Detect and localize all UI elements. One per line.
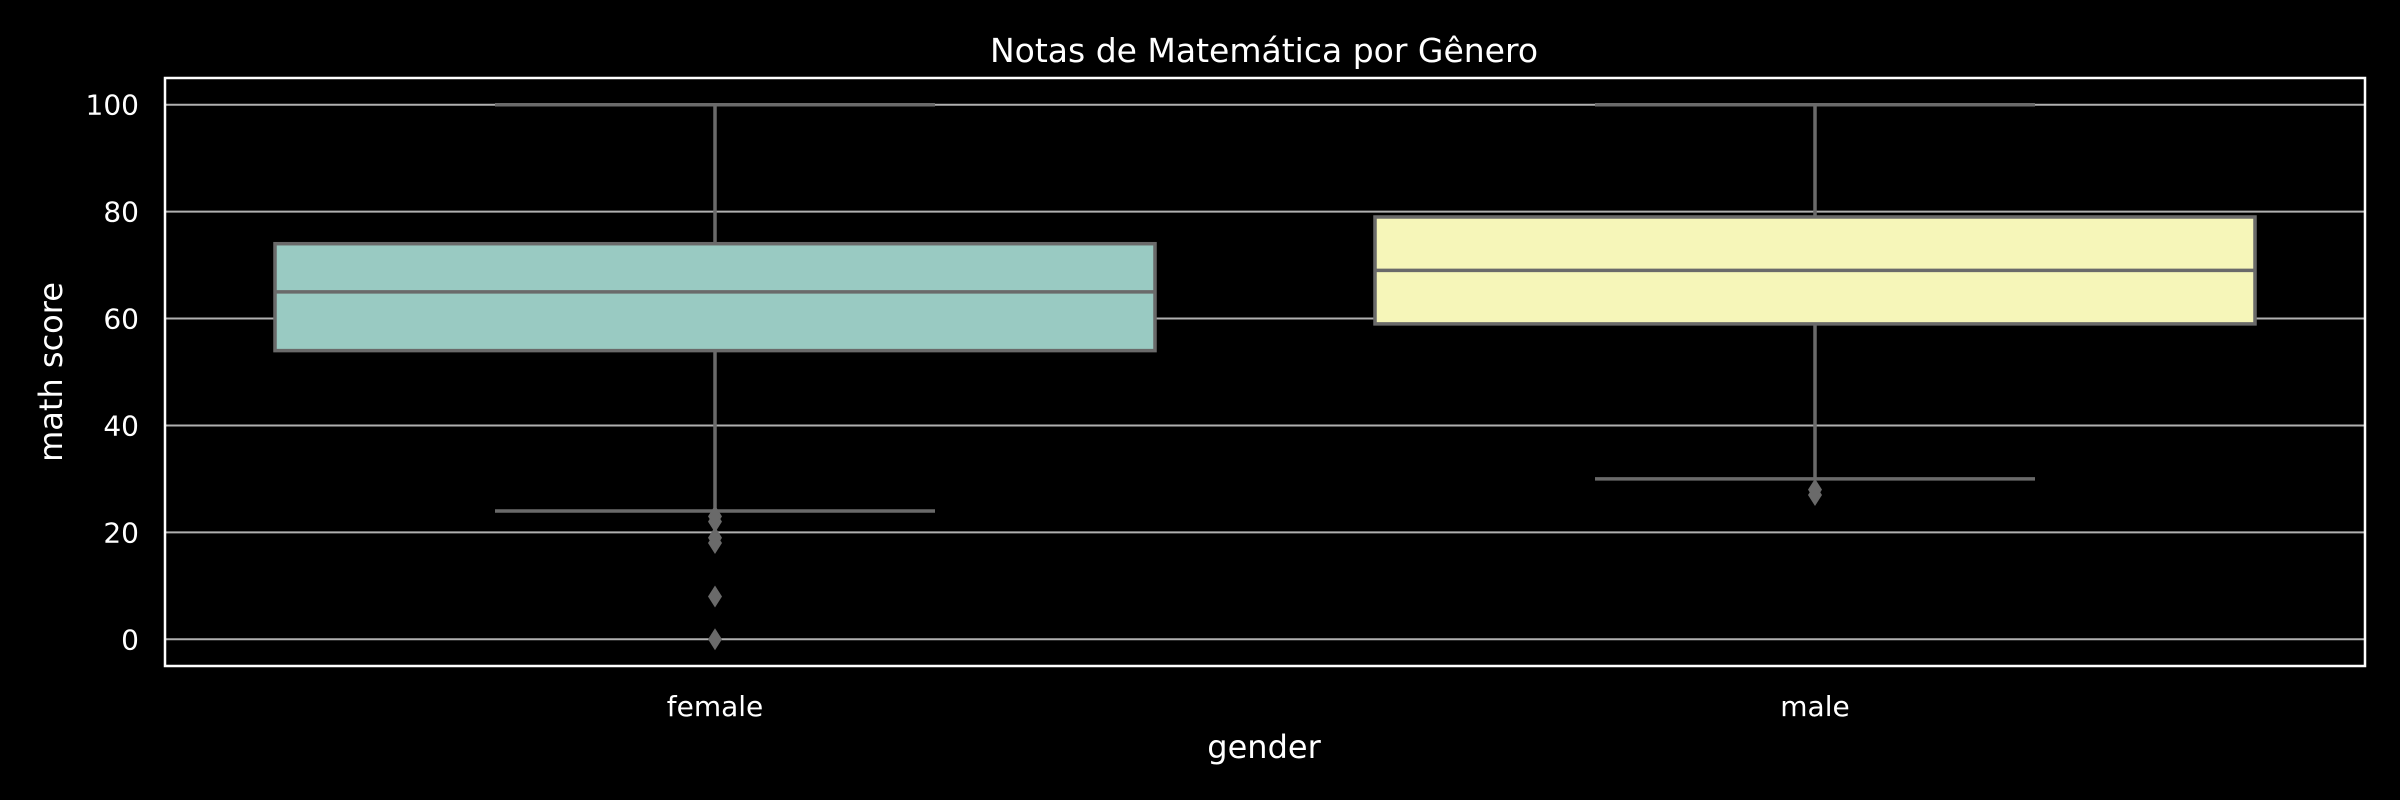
box-female	[273, 102, 1157, 651]
x-axis-label: gender	[1207, 728, 1321, 766]
chart-title: Notas de Matemática por Gênero	[990, 31, 1538, 70]
y-tick-label: 20	[103, 516, 139, 549]
y-tick-label: 80	[103, 196, 139, 229]
y-axis-label: math score	[32, 282, 70, 462]
box-male	[1373, 102, 2257, 506]
x-tick-label-female: female	[667, 690, 764, 723]
y-tick-label: 60	[103, 303, 139, 336]
outlier-point	[708, 510, 722, 533]
y-tick-label: 0	[121, 623, 139, 656]
x-tick-labels: female male	[667, 690, 1850, 723]
outlier-point	[708, 628, 722, 651]
y-tick-label: 40	[103, 409, 139, 442]
y-tick-labels: 0 20 40 60 80 100	[86, 89, 139, 657]
outlier-point	[708, 585, 722, 608]
outlier-point	[1808, 483, 1822, 506]
x-tick-label-male: male	[1780, 690, 1849, 723]
outlier-point	[708, 532, 722, 555]
box-iqr	[273, 241, 1157, 353]
grid-lines	[165, 103, 2365, 641]
plot-frame	[163, 76, 2367, 668]
y-tick-label: 100	[86, 89, 139, 122]
box-plots	[273, 102, 2257, 651]
